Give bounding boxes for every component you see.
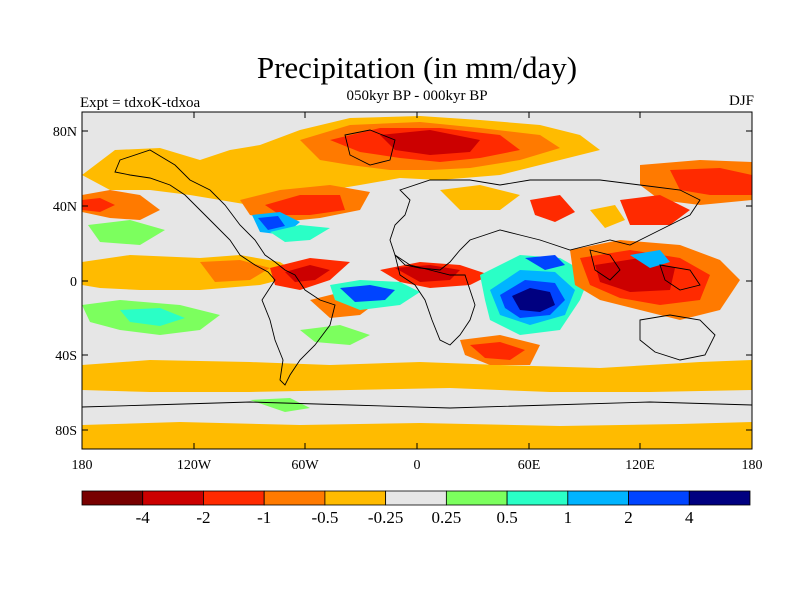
field-region (82, 422, 752, 449)
colorbar-label: 0.25 (431, 508, 461, 527)
lon-tick-label: 180 (742, 458, 763, 473)
field-region (670, 168, 752, 195)
lat-tick-label: 40S (55, 349, 77, 364)
field-region (340, 285, 395, 302)
field-region (120, 308, 185, 326)
season-label: DJF (728, 93, 754, 109)
colorbar-swatch (263, 490, 326, 506)
lat-tick-label: 80N (53, 125, 77, 140)
colorbar-label: -1 (257, 508, 271, 527)
field-region (630, 250, 670, 268)
field-region (82, 198, 115, 212)
lat-tick-label: 40N (53, 200, 77, 215)
lat-tick-label: 0 (70, 275, 77, 290)
colorbar-swatch (506, 490, 569, 506)
field-region (265, 195, 345, 215)
field-region (250, 398, 310, 412)
colorbar-swatch (628, 490, 690, 506)
colorbar-swatch (324, 490, 387, 506)
map-title: Precipitation (in mm/day) (256, 50, 578, 85)
lon-tick-label: 120W (177, 458, 212, 473)
coastlines (82, 129, 752, 409)
lon-tick-label: 60W (291, 458, 319, 473)
field-region (88, 220, 165, 245)
field-region (200, 260, 270, 282)
colorbar-swatch (445, 490, 508, 506)
latitude-axis: 80N 40N 0 40S 80S (53, 125, 752, 439)
coastline (389, 179, 701, 271)
field-region (525, 255, 565, 270)
colorbar-label: -4 (136, 508, 151, 527)
colorbar-label: 0.5 (496, 508, 517, 527)
colorbar-swatch (203, 490, 265, 506)
field-region (300, 325, 370, 345)
field-region (258, 216, 285, 230)
colorbar-label: -0.5 (311, 508, 338, 527)
field-region (470, 342, 525, 360)
experiment-label: Expt = tdxoK-tdxoa (80, 95, 201, 111)
field-region (440, 185, 520, 210)
colorbar-label: 4 (685, 508, 694, 527)
coastline (659, 264, 701, 291)
field-region (82, 190, 160, 220)
field-region (395, 265, 460, 282)
colorbar-swatch (688, 490, 751, 506)
coastline (394, 253, 476, 346)
field-region (620, 195, 690, 225)
colorbar-swatch (385, 490, 447, 506)
coastline (82, 401, 752, 409)
colorbar-label: -2 (196, 508, 210, 527)
lon-tick-label: 120E (625, 458, 655, 473)
colorbar-label: 1 (564, 508, 573, 527)
colorbar-label: -0.25 (368, 508, 403, 527)
coastline (114, 149, 336, 386)
field-region (82, 360, 752, 392)
field-region (590, 205, 625, 228)
field-region (530, 195, 575, 222)
lon-tick-label: 180 (72, 458, 93, 473)
field-region (285, 265, 330, 282)
precipitation-anomaly-field (82, 116, 752, 449)
coastline (639, 314, 716, 361)
colorbar-swatch (81, 490, 144, 506)
map-subtitle: 050kyr BP - 000kyr BP (346, 88, 488, 104)
colorbar-swatch (567, 490, 629, 506)
colorbar-swatch (142, 490, 204, 506)
field-region (380, 130, 480, 155)
colorbar: -4 -2 -1 -0.5 -0.25 0.25 0.5 1 2 4 (81, 490, 751, 527)
lon-tick-label: 60E (518, 458, 541, 473)
lat-tick-label: 80S (55, 424, 77, 439)
coastline (344, 129, 396, 166)
colorbar-label: 2 (624, 508, 633, 527)
lon-tick-label: 0 (414, 458, 421, 473)
field-region (512, 288, 555, 312)
coastline (589, 249, 621, 281)
longitude-axis: 180 120W 60W 0 60E 120E 180 (72, 112, 763, 473)
field-region (270, 225, 330, 242)
